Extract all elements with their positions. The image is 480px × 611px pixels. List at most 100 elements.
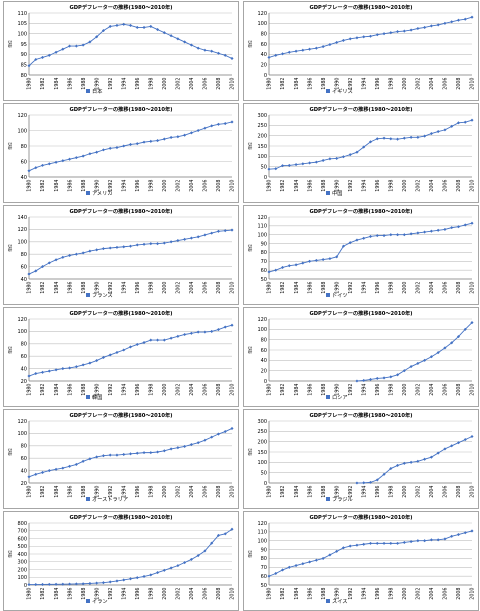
y-axis-label: 単位	[8, 244, 13, 252]
y-tick-label: 85	[21, 62, 27, 68]
y-tick-label: 95	[21, 42, 27, 48]
y-axis-label: 単位	[8, 40, 13, 48]
data-point	[128, 452, 133, 456]
legend-swatch	[86, 497, 90, 501]
data-point	[156, 139, 160, 143]
x-tick-label: 1992	[108, 282, 114, 294]
x-tick-label: 1992	[108, 180, 114, 192]
y-tick-label: 70	[261, 565, 267, 571]
data-point	[355, 543, 359, 547]
chart-title: GDPデフレーターの推移(1980～2010年)	[309, 309, 412, 317]
data-point	[108, 146, 112, 150]
data-point	[382, 541, 386, 545]
x-tick-label: 1984	[54, 384, 60, 396]
line-chart: GDPデフレーターの推移(1980～2010年) 50 60 70 80 90 100 110…	[243, 205, 479, 305]
data-point	[108, 246, 112, 250]
legend-swatch	[86, 89, 90, 93]
data-point	[196, 441, 200, 445]
line-chart: GDPデフレーターの推移(1980～2010年) 80 85 90 95 100 105 11…	[3, 1, 239, 101]
data-point	[216, 533, 221, 537]
x-tick-label: 1996	[135, 588, 141, 600]
y-tick-label: 40	[21, 175, 27, 181]
y-axis-label: 単位	[248, 550, 253, 558]
y-tick-label: 40	[21, 366, 27, 372]
x-tick-label: 1982	[280, 588, 286, 600]
x-tick-label: 1984	[294, 282, 300, 294]
data-point	[450, 444, 454, 448]
x-tick-label: 2008	[216, 384, 222, 396]
x-tick-label: 1980	[27, 486, 33, 498]
legend-label: 中国	[332, 189, 342, 197]
legend-swatch	[86, 395, 90, 399]
x-tick-label: 1994	[121, 486, 127, 498]
x-tick-label: 1996	[375, 486, 381, 498]
legend-label: フランス	[92, 292, 113, 299]
x-tick-label: 1990	[334, 282, 340, 294]
x-tick-label: 2002	[416, 588, 422, 600]
y-tick-label: 200	[17, 567, 27, 573]
x-tick-label: 2002	[176, 384, 182, 396]
x-tick-label: 1996	[375, 282, 381, 294]
x-tick-label: 1996	[135, 180, 141, 192]
y-tick-label: 250	[257, 429, 267, 435]
x-tick-label: 1992	[348, 282, 354, 294]
legend-label: スイス	[332, 598, 347, 605]
data-point	[40, 55, 45, 59]
x-tick-label: 1988	[321, 78, 327, 90]
x-tick-label: 1986	[67, 180, 73, 192]
legend-swatch	[326, 293, 330, 297]
x-tick-label: 1986	[67, 78, 73, 90]
data-point	[61, 47, 65, 51]
chart-title: GDPデフレーターの推移(1980～2010年)	[69, 105, 172, 113]
x-tick-label: 1982	[280, 384, 286, 396]
x-tick-label: 1998	[149, 588, 155, 600]
data-point	[74, 582, 78, 586]
data-point	[335, 549, 339, 553]
x-tick-label: 1988	[81, 588, 87, 600]
chart-frame	[3, 409, 239, 509]
y-tick-label: 150	[257, 450, 267, 456]
y-tick-label: 80	[261, 556, 267, 562]
y-tick-label: 60	[261, 348, 267, 354]
data-point	[128, 142, 133, 147]
y-tick-label: 120	[257, 215, 267, 221]
x-tick-label: 1980	[27, 384, 33, 396]
y-tick-label: 70	[261, 259, 267, 265]
chart-frame	[243, 409, 479, 509]
chart-panel: GDPデフレーターの推移(1980～2010年) 0 20 40 60 80 100 120 単…	[243, 1, 479, 101]
y-axis-label: 単位	[248, 346, 253, 354]
x-tick-label: 1996	[135, 384, 141, 396]
chart-panel: GDPデフレーターの推移(1980～2010年) 80 85 90 95 100 105 11…	[3, 1, 239, 101]
data-point	[122, 22, 126, 26]
x-tick-label: 2000	[162, 384, 168, 396]
x-tick-label: 1988	[321, 282, 327, 294]
data-point	[128, 23, 133, 27]
data-point	[47, 369, 51, 373]
data-point	[396, 541, 400, 545]
x-tick-label: 1994	[121, 78, 127, 90]
chart-panel: GDPデフレーターの推移(1980～2010年) 40 60 80 100 120 140 単…	[3, 205, 239, 305]
data-point	[74, 156, 78, 160]
data-point	[81, 43, 85, 47]
y-tick-label: 80	[21, 444, 27, 450]
data-point	[169, 566, 173, 570]
x-tick-label: 1984	[54, 486, 60, 498]
x-tick-label: 1996	[375, 384, 381, 396]
legend-swatch	[86, 293, 90, 297]
x-tick-label: 1980	[27, 78, 33, 90]
data-point	[115, 23, 119, 27]
data-point	[47, 53, 51, 57]
x-tick-label: 1984	[54, 282, 60, 294]
x-tick-label: 1988	[81, 78, 87, 90]
y-tick-label: 20	[261, 62, 267, 68]
data-point	[115, 145, 119, 150]
y-tick-label: 105	[17, 21, 27, 27]
y-tick-label: 0	[24, 583, 27, 589]
line-chart: GDPデフレーターの推移(1980～2010年) 20 40 60 80 100 120 単位…	[3, 307, 239, 407]
data-point	[81, 154, 85, 158]
y-axis-label: 単位	[8, 448, 13, 456]
y-tick-label: 700	[17, 529, 27, 535]
y-tick-label: 80	[21, 342, 27, 348]
x-tick-label: 2000	[402, 486, 408, 498]
y-tick-label: 90	[261, 241, 267, 247]
